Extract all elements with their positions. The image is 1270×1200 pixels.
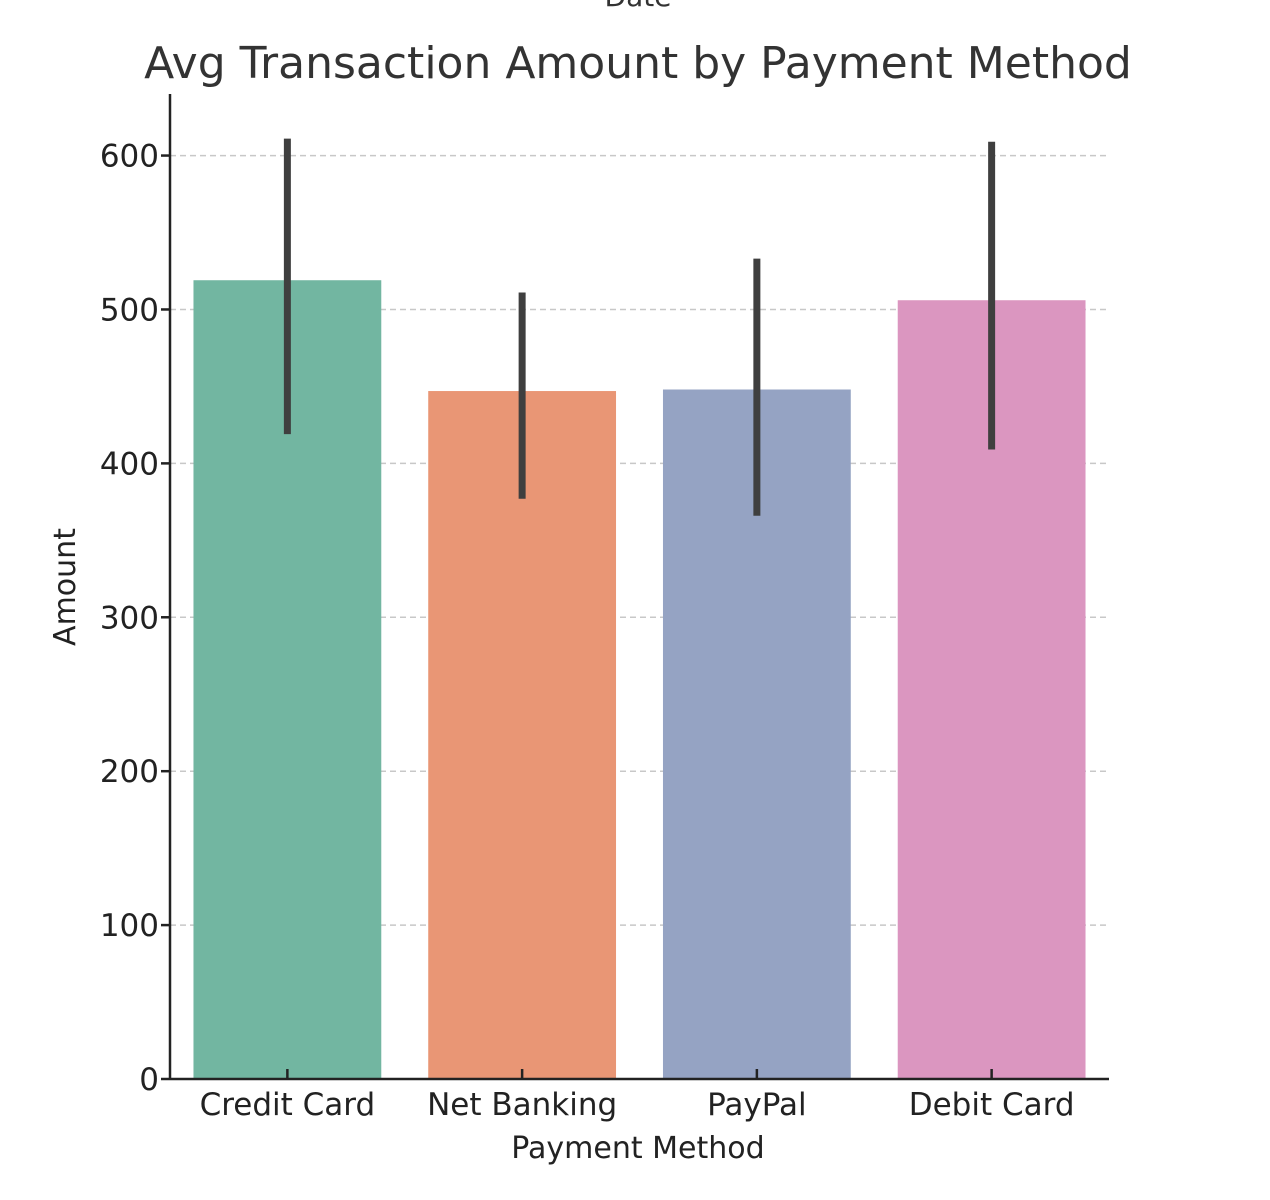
x-tick-label-paypal: PayPal — [707, 1087, 807, 1123]
error-bars — [283, 138, 996, 516]
bars — [193, 280, 1086, 1079]
x-tick-label-credit-card: Credit Card — [200, 1087, 376, 1123]
chart-title: Avg Transaction Amount by Payment Method — [144, 38, 1132, 89]
y-tick-label-600: 600 — [100, 139, 159, 175]
y-tick-label-100: 100 — [100, 908, 159, 944]
y-tick-label-300: 300 — [100, 600, 159, 636]
y-tick-label-400: 400 — [100, 446, 159, 482]
y-tick-label-500: 500 — [100, 292, 159, 328]
bar-net-banking — [428, 391, 617, 1079]
x-tick-label-debit-card: Debit Card — [909, 1087, 1075, 1123]
tick-labels: Credit Card Net Banking PayPal Debit Card 0 1… — [100, 139, 1075, 1123]
y-axis-label: Amount — [48, 528, 83, 646]
x-axis-label: Payment Method — [511, 1131, 764, 1166]
x-tick-label-net-banking: Net Banking — [427, 1087, 617, 1123]
y-tick-label-0: 0 — [139, 1062, 159, 1098]
top-cut-label: Date — [605, 0, 672, 13]
y-tick-label-200: 200 — [100, 754, 159, 790]
axes — [161, 94, 1109, 1081]
